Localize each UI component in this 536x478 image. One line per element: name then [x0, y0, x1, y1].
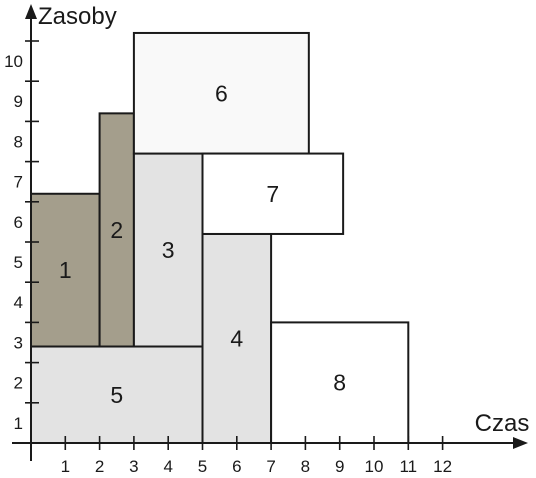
x-axis-arrow-icon	[513, 437, 528, 449]
y-tick-label-8: 8	[14, 132, 23, 151]
y-tick-label-6: 6	[14, 213, 23, 232]
y-tick-label-2: 2	[14, 374, 23, 393]
y-tick-label-9: 9	[14, 92, 23, 111]
block-5-label: 5	[110, 382, 123, 408]
x-tick-label-6: 6	[232, 457, 241, 476]
block-2-label: 2	[110, 217, 123, 243]
block-4: 4	[203, 234, 272, 443]
y-tick-label-10: 10	[4, 52, 23, 71]
block-4-label: 4	[230, 325, 243, 351]
block-5: 5	[31, 347, 203, 443]
x-tick-label-11: 11	[399, 457, 417, 476]
x-tick-label-8: 8	[301, 457, 310, 476]
x-axis-title: Czas	[475, 410, 530, 437]
block-8-label: 8	[333, 370, 346, 396]
x-tick-label-2: 2	[95, 457, 104, 476]
block-2: 2	[100, 113, 134, 346]
x-tick-label-10: 10	[365, 457, 384, 476]
x-tick-label-1: 1	[61, 457, 70, 476]
y-tick-label-4: 4	[14, 293, 23, 312]
block-3: 3	[134, 154, 203, 347]
block-8: 8	[271, 322, 408, 443]
y-axis-title: Zasoby	[38, 3, 117, 30]
y-axis-arrow-icon	[25, 4, 37, 19]
block-3-label: 3	[162, 237, 175, 263]
y-tick-label-1: 1	[14, 414, 23, 433]
blocks-layer: 1 2 3 4 5 6 7 8	[31, 33, 408, 443]
block-1: 1	[31, 194, 100, 347]
x-tick-label-12: 12	[433, 457, 452, 476]
block-6: 6	[134, 33, 309, 154]
block-6-label: 6	[215, 80, 228, 106]
x-tick-label-7: 7	[266, 457, 275, 476]
y-tick-label-3: 3	[14, 333, 23, 352]
y-tick-label-7: 7	[14, 173, 23, 192]
x-tick-label-9: 9	[335, 457, 344, 476]
x-tick-label-5: 5	[198, 457, 207, 476]
block-7-label: 7	[266, 181, 279, 207]
x-tick-label-3: 3	[129, 457, 138, 476]
y-tick-label-5: 5	[14, 253, 23, 272]
block-7: 7	[203, 154, 344, 234]
block-1-label: 1	[59, 257, 72, 283]
x-tick-label-4: 4	[163, 457, 172, 476]
